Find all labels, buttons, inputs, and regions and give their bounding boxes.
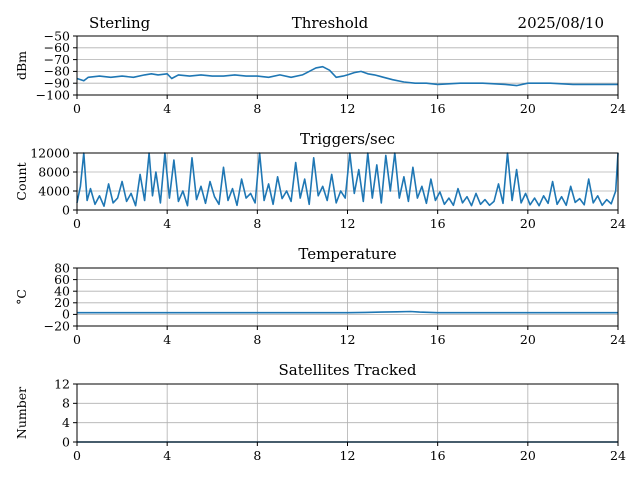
x-tick-label: 0 [73,216,81,231]
y-tick-label: −70 [44,52,70,67]
y-tick-label: 0 [62,202,70,217]
x-tick-label: 16 [430,101,446,116]
x-tick-label: 24 [610,332,626,347]
y-axis-label: dBm [14,51,29,80]
y-tick-label: 4000 [38,183,70,198]
x-tick-label: 8 [253,448,261,463]
x-tick-label: 4 [163,101,171,116]
y-tick-label: −80 [44,64,70,79]
y-tick-label: −60 [44,40,70,55]
y-tick-label: 20 [54,295,70,310]
y-tick-label: 60 [54,272,70,287]
y-tick-label: 8 [62,396,70,411]
y-tick-label: −90 [44,76,70,91]
x-tick-label: 12 [340,101,356,116]
x-tick-label: 4 [163,448,171,463]
chart-panels: 0 4 8 12 16 20 24 −100−90−80−70−60−50 dBm 0 4 8 12 16… [14,28,626,463]
x-tick-label: 20 [520,216,536,231]
x-tick-label: 12 [340,448,356,463]
y-axis-label: Count [14,162,29,200]
y-tick-label: −50 [44,28,70,43]
header-center-label: Threshold [292,14,369,32]
chart-title: Triggers/sec [300,130,395,148]
x-tick-label: 24 [610,448,626,463]
chart-title: Temperature [298,245,396,263]
x-tick-label: 12 [340,216,356,231]
y-tick-label: 80 [54,260,70,275]
series-line [76,152,619,207]
x-tick-label: 0 [73,101,81,116]
x-tick-label: 16 [430,332,446,347]
y-tick-label: 12 [54,376,70,391]
x-tick-label: 20 [520,332,536,347]
x-tick-label: 4 [163,216,171,231]
x-tick-label: 0 [73,332,81,347]
series-line [77,310,618,314]
y-tick-label: 4 [62,415,70,430]
series-line [76,65,618,87]
header-left-label: Sterling [89,14,151,32]
x-tick-label: 0 [73,448,81,463]
x-tick-label: 4 [163,332,171,347]
chart-panel-0: 0 4 8 12 16 20 24 −100−90−80−70−60−50 dBm [14,28,626,116]
header-right-label: 2025/08/10 [518,14,604,32]
chart-title: Satellites Tracked [279,361,417,379]
x-tick-label: 8 [253,332,261,347]
y-tick-label: 40 [54,284,70,299]
x-tick-label: 8 [253,216,261,231]
y-axis-label: Number [14,387,29,439]
x-tick-label: 20 [520,448,536,463]
y-tick-label: −20 [44,318,70,333]
y-axis-label: °C [14,289,29,305]
y-tick-label: −100 [36,87,70,102]
x-tick-label: 12 [340,332,356,347]
y-tick-label: 8000 [38,164,70,179]
y-tick-label: 0 [62,434,70,449]
x-tick-label: 16 [430,448,446,463]
y-tick-label: 0 [62,307,70,322]
x-tick-label: 8 [253,101,261,116]
y-tick-label: 12000 [30,145,70,160]
x-tick-label: 20 [520,101,536,116]
x-tick-label: 24 [610,101,626,116]
x-tick-label: 24 [610,216,626,231]
x-tick-label: 16 [430,216,446,231]
chart-panel-3: 0 4 8 12 16 20 24 0 4 8 12 Number Satellites Tracked [14,361,626,463]
